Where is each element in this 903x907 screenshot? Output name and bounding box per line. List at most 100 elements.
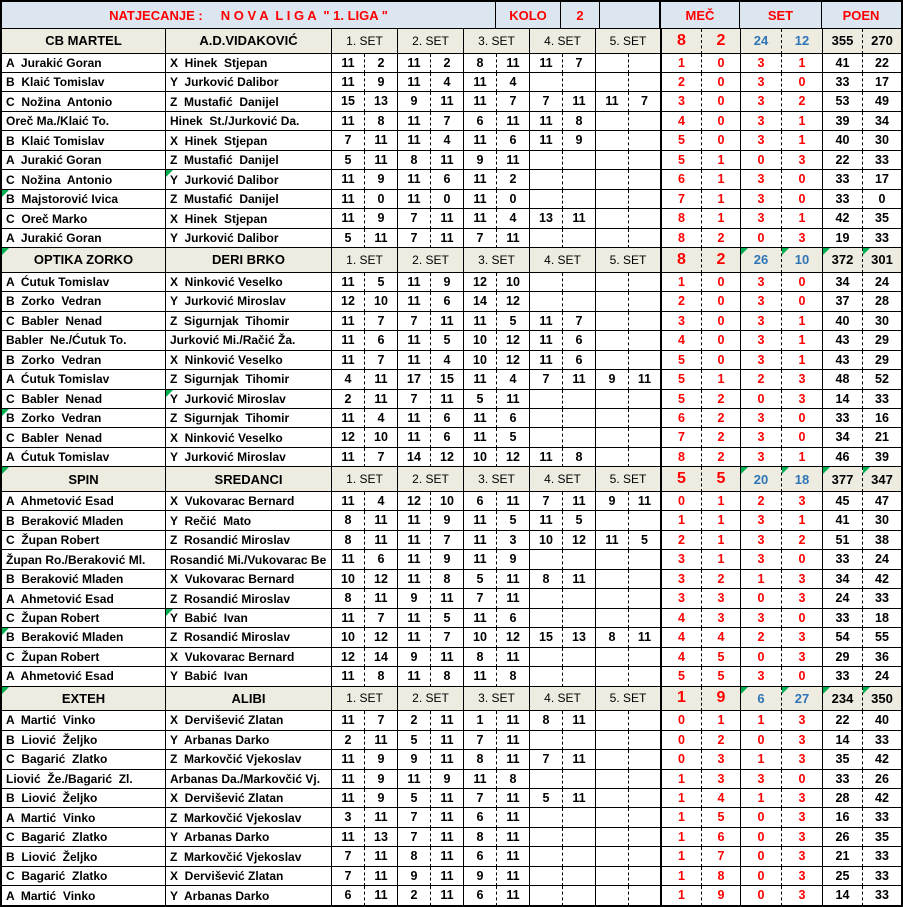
- poen-total-home[interactable]: 355: [823, 29, 863, 54]
- set-count-away[interactable]: 1: [782, 447, 823, 468]
- poen-count-away[interactable]: 33: [863, 731, 901, 751]
- set-score-cell[interactable]: 11: [398, 628, 431, 648]
- mec-score-away[interactable]: 0: [702, 72, 741, 93]
- player-home-cell[interactable]: A Ćutuk Tomislav: [2, 370, 166, 390]
- set-score-cell[interactable]: 10: [431, 491, 464, 512]
- set-score-cell[interactable]: 7: [530, 491, 563, 512]
- set-score-cell[interactable]: 2: [398, 886, 431, 905]
- set-score-cell[interactable]: [629, 228, 662, 249]
- set-score-cell[interactable]: 7: [365, 711, 398, 731]
- mec-score-home[interactable]: 0: [662, 730, 702, 751]
- mec-total-home[interactable]: 5: [662, 467, 702, 492]
- away-team-cell[interactable]: SREDANCI: [166, 467, 332, 492]
- poen-count-home[interactable]: 33: [823, 72, 863, 93]
- set-score-cell[interactable]: 11: [497, 750, 530, 770]
- player-away-cell[interactable]: Z Mustafić Danijel: [166, 189, 332, 210]
- poen-count-away[interactable]: 33: [863, 847, 901, 867]
- set-score-cell[interactable]: 11: [431, 886, 464, 905]
- set-score-cell[interactable]: [596, 189, 629, 210]
- competition-title[interactable]: NATJECANJE : N O V A L I G A " 1. LIGA ": [2, 2, 496, 28]
- set-score-cell[interactable]: 11: [464, 72, 497, 93]
- set-score-cell[interactable]: 5: [431, 608, 464, 629]
- set-score-cell[interactable]: 7: [464, 789, 497, 809]
- set-4-header[interactable]: 4. SET: [530, 467, 596, 492]
- mec-total-home[interactable]: 8: [662, 29, 702, 54]
- poen-count-home[interactable]: 22: [823, 150, 863, 171]
- set-score-cell[interactable]: 7: [530, 92, 563, 112]
- set-score-cell[interactable]: 8: [464, 750, 497, 770]
- set-score-cell[interactable]: [596, 589, 629, 609]
- poen-count-home[interactable]: 14: [823, 886, 863, 905]
- mec-score-away[interactable]: 0: [702, 131, 741, 151]
- player-away-cell[interactable]: Y Jurković Dalibor: [166, 72, 332, 93]
- player-away-cell[interactable]: Y Arbanas Darko: [166, 730, 332, 751]
- set-count-away[interactable]: 3: [782, 228, 823, 249]
- set-score-cell[interactable]: 8: [497, 667, 530, 687]
- set-score-cell[interactable]: [596, 808, 629, 828]
- player-away-cell[interactable]: Z Rosandić Miroslav: [166, 628, 332, 648]
- set-score-cell[interactable]: 11: [530, 53, 563, 73]
- set-score-cell[interactable]: 4: [431, 350, 464, 371]
- poen-count-away[interactable]: 33: [863, 808, 901, 828]
- poen-total-away[interactable]: 350: [863, 686, 901, 712]
- set-score-cell[interactable]: 8: [398, 150, 431, 171]
- set-score-cell[interactable]: 10: [464, 447, 497, 468]
- set-score-cell[interactable]: 0: [365, 189, 398, 210]
- poen-count-home[interactable]: 28: [823, 789, 863, 809]
- poen-count-home[interactable]: 43: [823, 331, 863, 351]
- set-count-away[interactable]: 0: [782, 667, 823, 687]
- poen-count-away[interactable]: 35: [863, 209, 901, 229]
- poen-count-home[interactable]: 19: [823, 228, 863, 249]
- poen-count-away[interactable]: 47: [863, 492, 901, 512]
- set-score-cell[interactable]: 11: [464, 170, 497, 190]
- set-score-cell[interactable]: 7: [530, 370, 563, 390]
- set-score-cell[interactable]: 9: [365, 170, 398, 190]
- set-count-away[interactable]: 2: [782, 92, 823, 112]
- mec-score-away[interactable]: 1: [702, 170, 741, 190]
- poen-count-away[interactable]: 29: [863, 351, 901, 371]
- set-count-away[interactable]: 3: [782, 750, 823, 770]
- set-count-home[interactable]: 3: [741, 350, 782, 371]
- player-home-cell[interactable]: A Ćutuk Tomislav: [2, 447, 166, 468]
- set-score-cell[interactable]: [596, 111, 629, 132]
- set-score-cell[interactable]: 11: [398, 272, 431, 293]
- set-score-cell[interactable]: 11: [365, 228, 398, 249]
- set-count-home[interactable]: 3: [741, 292, 782, 312]
- set-score-cell[interactable]: 6: [431, 170, 464, 190]
- set-count-home[interactable]: 2: [741, 628, 782, 648]
- mec-score-home[interactable]: 2: [662, 72, 702, 93]
- mec-score-away[interactable]: 2: [702, 228, 741, 249]
- set-score-cell[interactable]: [629, 511, 662, 531]
- player-away-cell[interactable]: Y Jurković Miroslav: [166, 447, 332, 468]
- set-score-cell[interactable]: 11: [431, 730, 464, 751]
- poen-count-home[interactable]: 43: [823, 350, 863, 371]
- mec-score-away[interactable]: 9: [702, 886, 741, 905]
- player-away-cell[interactable]: X Dervišević Zlatan: [166, 789, 332, 809]
- mec-total-away[interactable]: 2: [702, 248, 741, 273]
- set-score-cell[interactable]: 7: [332, 131, 365, 151]
- player-home-cell[interactable]: A Jurakić Goran: [2, 53, 166, 73]
- set-score-cell[interactable]: [563, 550, 596, 570]
- set-score-cell[interactable]: 5: [398, 730, 431, 751]
- set-score-cell[interactable]: [563, 808, 596, 828]
- set-3-header[interactable]: 3. SET: [464, 467, 530, 492]
- poen-count-home[interactable]: 34: [823, 569, 863, 590]
- set-score-cell[interactable]: 4: [365, 491, 398, 512]
- set-score-cell[interactable]: 11: [464, 131, 497, 151]
- set-score-cell[interactable]: 8: [464, 647, 497, 668]
- set-score-cell[interactable]: 12: [332, 647, 365, 668]
- set-score-cell[interactable]: [530, 550, 563, 570]
- set-score-cell[interactable]: 7: [431, 628, 464, 648]
- player-home-cell[interactable]: Oreč Ma./Klaić To.: [2, 111, 166, 132]
- poen-count-away[interactable]: 42: [863, 750, 901, 770]
- poen-count-home[interactable]: 41: [823, 53, 863, 73]
- mec-score-home[interactable]: 5: [662, 389, 702, 409]
- set-score-cell[interactable]: 5: [497, 311, 530, 332]
- set-count-home[interactable]: 2: [741, 491, 782, 512]
- set-score-cell[interactable]: [596, 550, 629, 570]
- set-score-cell[interactable]: 9: [497, 550, 530, 570]
- set-score-cell[interactable]: 11: [398, 350, 431, 371]
- set-score-cell[interactable]: 11: [530, 511, 563, 531]
- mec-score-home[interactable]: 2: [662, 530, 702, 551]
- set-total-away[interactable]: 18: [782, 467, 823, 492]
